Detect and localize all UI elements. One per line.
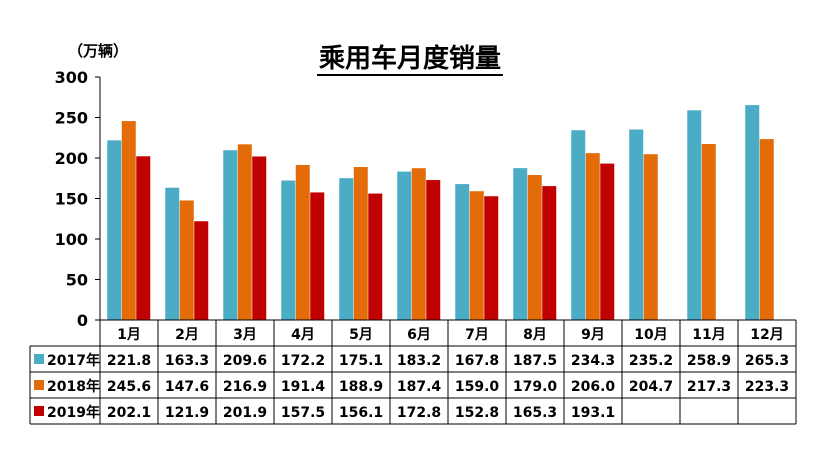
bar (687, 110, 702, 320)
bar (310, 192, 325, 320)
chart-title-text: 乘用车月度销量 (316, 44, 503, 76)
chart-axes: 0 50 100 150 200 250 300 (55, 68, 101, 330)
y-tick-label: 150 (55, 190, 88, 209)
bar (469, 191, 484, 320)
bar (194, 221, 209, 320)
bar (295, 164, 310, 320)
legend-swatch (34, 406, 44, 416)
bar (701, 143, 716, 320)
x-tick-label: 6月 (407, 327, 431, 343)
bar (542, 186, 557, 320)
data-label: 223.3 (745, 379, 789, 395)
data-label: 206.0 (571, 379, 616, 395)
data-label: 204.7 (629, 379, 673, 395)
bar (426, 180, 441, 320)
bar (745, 105, 760, 321)
bar (527, 175, 542, 320)
bar (252, 156, 267, 320)
data-label: 159.0 (455, 379, 500, 395)
data-label: 265.3 (745, 353, 789, 369)
bar (368, 193, 383, 320)
data-label: 188.9 (339, 379, 383, 395)
x-tick-label: 10月 (634, 327, 667, 343)
bar (107, 140, 122, 320)
x-tick-label: 5月 (349, 327, 373, 343)
bar (513, 168, 528, 320)
bar (643, 154, 658, 320)
bar (339, 178, 354, 320)
x-tick-label: 9月 (581, 327, 605, 343)
bar (411, 168, 426, 320)
bar (585, 153, 600, 320)
bar (237, 144, 252, 320)
data-label: 121.9 (165, 405, 209, 421)
data-label: 193.1 (571, 405, 615, 421)
x-tick-label: 8月 (523, 327, 547, 343)
bar (281, 180, 296, 320)
data-label: 234.3 (571, 353, 615, 369)
data-label: 183.2 (397, 353, 441, 369)
data-label: 172.2 (281, 353, 325, 369)
data-label: 217.3 (687, 379, 731, 395)
data-label: 187.5 (513, 353, 557, 369)
y-tick-label: 100 (55, 230, 88, 249)
bar (484, 196, 499, 320)
bar (165, 187, 180, 320)
y-tick-label: 50 (66, 271, 88, 290)
x-tick-label: 1月 (117, 327, 141, 343)
data-label: 152.8 (455, 405, 499, 421)
x-tick-label: 3月 (233, 327, 257, 343)
data-label: 147.6 (165, 379, 209, 395)
data-label: 167.8 (455, 353, 499, 369)
data-label: 187.4 (397, 379, 442, 395)
y-tick-label: 250 (55, 109, 88, 128)
data-label: 175.1 (339, 353, 383, 369)
bar (600, 163, 615, 320)
legend-swatch (34, 354, 44, 364)
data-label: 245.6 (107, 379, 151, 395)
x-tick-label: 7月 (465, 327, 489, 343)
data-label: 258.9 (687, 353, 731, 369)
y-axis-unit-label: （万辆） (68, 42, 129, 60)
x-tick-label: 11月 (692, 327, 725, 343)
bar (629, 129, 644, 320)
legend-label: 2019年 (47, 404, 100, 421)
data-label: 235.2 (629, 353, 673, 369)
bar (759, 139, 774, 320)
data-label: 172.8 (397, 405, 441, 421)
y-tick-label: 0 (77, 311, 88, 330)
data-label: 165.3 (513, 405, 557, 421)
data-label: 221.8 (107, 353, 151, 369)
data-label: 216.9 (223, 379, 267, 395)
x-tick-label: 4月 (291, 327, 315, 343)
chart-title: 乘用车月度销量 (0, 38, 820, 76)
bar (121, 121, 136, 321)
data-label: 156.1 (339, 405, 383, 421)
x-tick-label: 12月 (750, 327, 783, 343)
legend-label: 2017年 (47, 352, 100, 369)
bar (136, 156, 151, 320)
x-tick-label: 2月 (175, 327, 199, 343)
data-label: 191.4 (281, 379, 326, 395)
legend-label: 2018年 (47, 378, 100, 395)
legend-swatch (34, 380, 44, 390)
bar (455, 184, 470, 320)
data-label: 157.5 (281, 405, 325, 421)
y-tick-label: 200 (55, 149, 88, 168)
data-label: 201.9 (223, 405, 267, 421)
bar (571, 130, 586, 320)
data-label: 163.3 (165, 353, 209, 369)
data-label: 202.1 (107, 405, 151, 421)
bar (397, 171, 412, 320)
bar (353, 166, 368, 320)
data-label: 209.6 (223, 353, 267, 369)
bar (223, 150, 238, 320)
chart-bars (107, 105, 774, 321)
data-table: 1月 2月 3月 4月 5月 6月 7月 8月 9月 10月 11月 12月 2017年 221.8 163… (29, 319, 797, 425)
y-tick-label: 300 (55, 68, 88, 87)
bar (179, 200, 194, 320)
data-label: 179.0 (513, 379, 558, 395)
